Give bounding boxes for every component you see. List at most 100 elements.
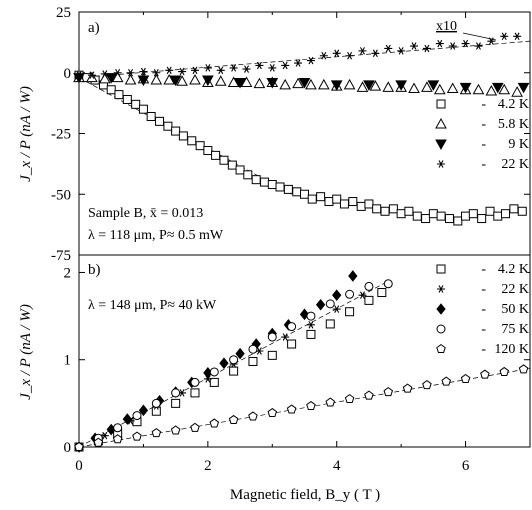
panel-a-guide-line [78,40,531,78]
panel-a-point [459,82,472,94]
y-tick-label: 25 [56,5,71,21]
panel-b-legend: -4.2 K- 22 K- 50 K- 75 K- 120 K [420,262,529,358]
panel-b-point [132,431,142,441]
panel-a-point [243,170,253,180]
legend-label: 75 K [501,322,529,337]
panel-a-point [500,32,509,41]
panel-b-point [306,329,316,339]
panel-b-point [383,387,394,397]
panel-b-point [113,423,123,433]
panel-b-point [190,377,200,387]
panel-b-point [209,377,219,387]
panel-a-point [87,71,96,79]
panel-a-point [260,177,270,187]
panel-b-legend-entry: -120 K [420,342,529,358]
panel-b-point [325,299,335,309]
panel-b-legend-entry: -4.2 K [420,262,529,278]
panel-a-point [75,71,83,79]
panel-a-point [380,206,390,216]
legend-marker [435,139,447,151]
panel-b-point [364,295,374,305]
panel-b-point [377,288,387,298]
legend-backdrop [420,323,528,338]
panel-a-point [474,42,483,50]
panel-a-point [485,84,498,96]
legend-label: - [481,137,486,152]
panel-b-point [460,373,471,383]
panel-a-point [453,216,463,226]
panel-a-point [219,155,229,165]
panel-a-point [343,78,356,90]
panel-a-point [491,82,504,94]
panel-a-point [461,211,471,221]
panel-b-point [358,291,367,299]
panel-b-point [402,383,413,393]
panel-a-point [189,74,201,85]
panel-b-point [325,319,335,329]
panel-a-point [165,66,174,75]
panel-a-point [421,81,433,92]
panel-b-point [267,350,277,360]
panel-a-point [485,206,495,216]
legend-backdrop [420,283,528,298]
panel-a-legend: -4.2 K- 5.8 K- 9 K- 22 K [420,97,529,173]
panel-b-point [122,413,132,425]
panel-a-series-0 [74,70,527,226]
panel-b-point [281,333,290,341]
x-tick-label: 6 [462,458,470,474]
panel-a-point [240,76,253,87]
panel-a-legend-entry: - 9 K [420,137,529,153]
legend-label: 22 K [501,157,529,172]
y-tick-label: 0 [64,440,72,456]
panel-a-point [306,56,315,65]
panel-b-point [422,380,432,390]
panel-b-legend-entry: -75 K [420,322,529,338]
panel-a-point [472,83,485,95]
panel-b-point [248,411,258,421]
panel-a-point [468,209,478,219]
panel-a-point [412,211,422,221]
panel-b-point [364,390,374,400]
legend-label: 4.2 K [498,97,529,112]
panel-a-point [281,61,290,70]
panel-b-tag: b) [88,262,101,278]
legend-label: - [481,157,486,172]
x-tick-label: 4 [333,458,341,474]
panel-a-point [498,83,511,95]
legend-label: 9 K [508,137,529,152]
panel-b-point [287,322,297,332]
panel-a-point [138,104,148,114]
panel-a-point [358,47,367,55]
panel-a-point [267,180,277,190]
panel-a-point [395,80,407,91]
panel-b-point [151,406,161,416]
legend-backdrop [420,263,528,278]
legend-label: - [481,117,486,132]
panel-a-point [448,42,457,50]
panel-b-point [209,367,219,377]
panel-a-point [114,90,124,100]
panel-a-point [292,77,304,89]
panel-a-point [229,64,238,72]
panel-a-point [408,82,420,94]
panel-a-point [146,111,156,121]
panel-b-point [480,369,490,379]
panel-a-point [332,49,341,58]
panel-a-point [235,165,245,175]
panel-b-point [112,434,123,444]
panel-a-point [111,71,124,83]
panel-a-point [187,136,197,146]
panel-a-point [275,182,285,192]
panel-a-point [388,204,398,214]
panel-b-point [267,332,277,342]
panel-b-point [209,418,220,428]
panel-a-point [511,86,523,97]
panel-b-point [325,397,336,407]
panel-a-annotation-wavelength: λ = 118 μm, P≈ 0.5 mW [88,228,224,243]
panel-b-point [171,388,181,398]
legend-label: 120 K [494,342,529,357]
panel-b-annotation-wavelength: λ = 148 μm, P≈ 40 kW [88,298,217,313]
panel-a-point [253,77,266,89]
panel-a-point [178,131,188,141]
y-tick-label: 0 [64,66,72,82]
